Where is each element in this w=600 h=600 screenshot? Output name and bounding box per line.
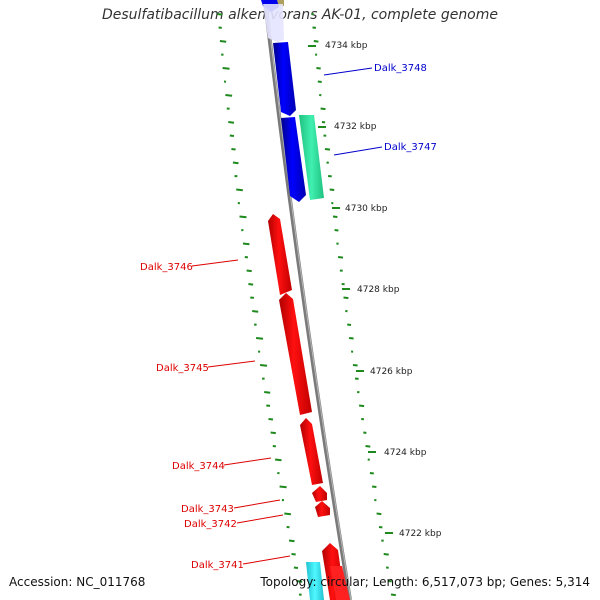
gene-dalk-3744[interactable] [300,418,323,485]
feature-red-partial[interactable] [330,566,350,600]
gc-tick [268,418,274,421]
gc-tick [383,553,389,556]
gc-tick [219,40,227,43]
gc-tick [231,148,236,151]
gc-tick [270,431,276,435]
feature-pale[interactable] [263,4,284,42]
gc-tick [343,296,349,300]
gc-tick [288,539,295,543]
label-leader [233,499,281,509]
feature-rna[interactable] [299,115,324,200]
gc-tick [369,472,374,475]
scale-tick-label: 4730 kbp [345,204,388,214]
feature-cyan[interactable] [306,562,324,600]
gc-tick [324,148,331,151]
gc-tick [365,445,371,448]
gc-content-track [217,13,303,596]
gc-tick [255,337,264,340]
gene-label-dalk-3743[interactable]: Dalk_3743 [181,504,234,515]
gc-tick [279,485,287,489]
scale-tick: 4730 kbp [332,204,388,214]
gc-tick [236,188,243,192]
gene-dalk-3742[interactable] [315,501,330,517]
label-leader [207,360,256,368]
gene-label-dalk-3748[interactable]: Dalk_3748 [374,63,427,74]
scale-tick: 4734 kbp [308,41,368,51]
gc-tick [259,364,268,367]
label-leader [191,259,239,267]
gc-tick [348,337,354,340]
gc-tick [371,485,377,488]
gc-skew-track [311,13,396,597]
label-leader [333,146,383,156]
gc-tick [246,269,252,273]
gene-dalk-3743[interactable] [312,486,327,502]
gc-tick [264,391,271,394]
gc-tick [291,553,296,556]
gc-tick [296,580,303,583]
gene-label-dalk-3747[interactable]: Dalk_3747 [384,142,437,153]
genome-summary-text: Topology: circular; Length: 6,517,073 bp… [260,575,590,589]
scale-tick: 4724 kbp [368,448,427,458]
gc-tick [225,94,233,97]
gene-label-dalk-3742[interactable]: Dalk_3742 [184,519,237,530]
scale-tick: 4732 kbp [318,122,377,132]
gc-tick [334,229,339,232]
gene-label-dalk-3744[interactable]: Dalk_3744 [172,461,225,472]
scale-tick: 4728 kbp [342,285,400,295]
gc-tick [317,80,322,83]
gc-tick [320,107,326,111]
gc-tick [313,40,319,43]
genome-backbone [263,0,352,600]
label-leader [223,457,272,466]
gc-tick [274,458,282,462]
gc-tick [284,512,292,516]
scale-tick: 4722 kbp [385,529,442,539]
label-leader [242,555,291,565]
gene-dalk-3748[interactable] [273,42,296,116]
gene-dalk-3746[interactable] [268,214,292,295]
gc-tick [242,242,250,246]
gc-tick [337,256,344,259]
gc-tick [316,67,321,70]
gc-tick [229,134,235,137]
gc-tick [293,566,299,569]
accession-text: Accession: NC_011768 [9,575,146,589]
gene-dalk-3745[interactable] [279,293,312,415]
gc-tick [222,67,230,70]
gc-tick [358,404,365,408]
gc-tick [329,188,335,191]
scale-tick-label: 4732 kbp [334,122,377,132]
gc-tick [217,13,223,16]
gc-tick [390,593,396,597]
scale-tick-label: 4726 kbp [370,367,413,377]
scale-tick: 4726 kbp [356,367,413,377]
gc-tick [239,215,247,219]
scale-tick-label: 4722 kbp [399,529,442,539]
gc-tick [248,283,254,286]
scale-tick-label: 4724 kbp [384,448,427,458]
scale-tick-label: 4728 kbp [357,285,400,295]
label-leader [323,67,373,76]
genome-title: Desulfatibacillum alkenivorans AK-01, co… [101,7,499,23]
gc-tick [232,161,239,165]
label-leader [236,514,284,524]
gene-label-dalk-3746[interactable]: Dalk_3746 [140,262,193,273]
gene-dalk-3747[interactable] [281,117,306,202]
gc-tick [347,323,352,326]
gene-label-dalk-3745[interactable]: Dalk_3745 [156,363,209,374]
gc-tick [252,310,259,313]
gc-tick [376,512,382,516]
gene-label-dalk-3741[interactable]: Dalk_3741 [191,560,244,571]
scale-tick-label: 4734 kbp [325,41,368,51]
gc-tick [228,121,235,124]
gc-tick [332,215,338,218]
gc-tick [352,364,358,367]
